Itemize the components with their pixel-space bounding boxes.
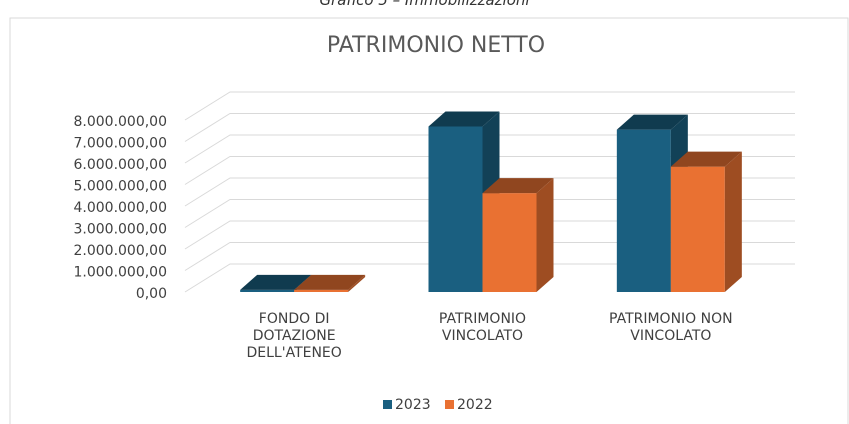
y-tick-label: 3.000.000,00 [73,222,167,238]
legend-label: 2022 [457,397,493,413]
bar [670,151,742,292]
bar-side [536,178,554,292]
bar-top [428,111,500,127]
bar-front [294,289,349,292]
x-tick-label: FONDO DI DOTAZIONE DELL'ATENEO [246,311,342,361]
legend-swatch [445,400,454,409]
bar-top [670,151,742,167]
legend-swatch [383,400,392,409]
grid-line [184,263,795,293]
y-tick-label: 7.000.000,00 [73,136,167,152]
bar-top [616,114,688,130]
y-tick-label: 4.000.000,00 [73,200,167,216]
grid-line [184,242,795,271]
caption: Grafico 5 – Immobilizzazioni [319,0,530,9]
grid-line [184,177,795,207]
bar-top [294,274,366,290]
bar-front [616,129,671,292]
chart-border [9,17,849,424]
bar-top [482,178,554,194]
y-tick-label: 5.000.000,00 [73,179,167,195]
grid-line [184,91,795,121]
grid-line [184,156,795,185]
y-tick-label: 0,00 [136,286,167,302]
bar-side [724,151,742,292]
bar [294,274,366,292]
x-tick-label: PATRIMONIO NON VINCOLATO [609,311,733,344]
bar-front [670,166,725,292]
grid-line [184,220,795,250]
y-tick-label: 2.000.000,00 [73,243,167,259]
legend-label: 2023 [395,397,431,413]
grid-line [184,199,795,228]
grid-line [184,113,795,142]
y-tick-label: 1.000.000,00 [73,265,167,281]
bar [482,178,554,292]
bar-top [240,274,312,290]
bar-front [428,126,483,292]
chart-title: PATRIMONIO NETTO [327,33,545,58]
bar-front [482,193,537,292]
bar-front [240,289,295,292]
y-tick-label: 8.000.000,00 [73,114,167,130]
x-tick-label: PATRIMONIO VINCOLATO [438,311,527,344]
bar-side [348,274,366,292]
grid-line [184,134,795,164]
y-tick-label: 6.000.000,00 [73,157,167,173]
